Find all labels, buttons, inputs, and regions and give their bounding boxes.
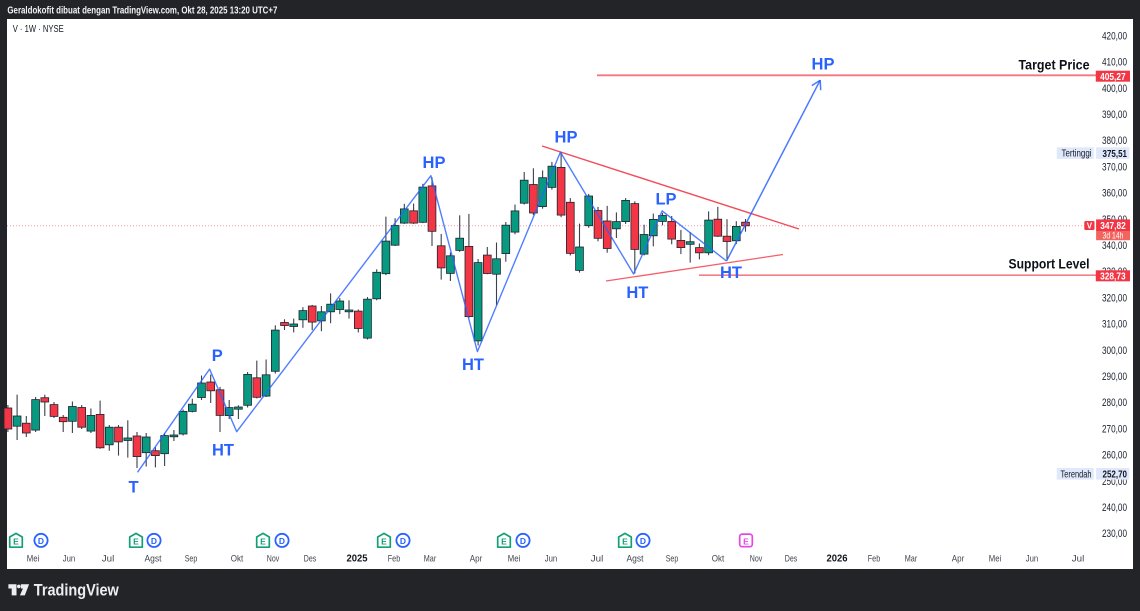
svg-text:E: E	[501, 537, 507, 547]
svg-text:Jul: Jul	[1072, 554, 1085, 565]
svg-text:230,00: 230,00	[1102, 528, 1127, 540]
svg-text:Jun: Jun	[63, 554, 76, 565]
svg-text:328,73: 328,73	[1100, 270, 1126, 282]
svg-text:E: E	[133, 537, 139, 547]
svg-text:390,00: 390,00	[1102, 109, 1127, 121]
svg-text:E: E	[260, 537, 266, 547]
svg-text:290,00: 290,00	[1102, 371, 1127, 383]
svg-text:E: E	[622, 537, 628, 547]
svg-text:HT: HT	[720, 264, 742, 282]
svg-text:Feb: Feb	[388, 554, 401, 565]
svg-text:Nov: Nov	[750, 554, 763, 565]
svg-text:240,00: 240,00	[1102, 502, 1127, 514]
svg-text:Sep: Sep	[185, 554, 198, 565]
svg-text:D: D	[38, 536, 44, 546]
svg-text:Support Level: Support Level	[1009, 257, 1090, 272]
svg-text:370,00: 370,00	[1102, 161, 1127, 173]
svg-text:D: D	[279, 536, 285, 546]
svg-text:360,00: 360,00	[1102, 188, 1127, 200]
svg-text:T: T	[128, 479, 138, 497]
svg-text:E: E	[381, 537, 387, 547]
svg-text:Jul: Jul	[591, 554, 604, 565]
svg-text:Agst: Agst	[627, 554, 644, 565]
svg-text:P: P	[212, 347, 223, 365]
svg-text:Nov: Nov	[267, 554, 280, 565]
svg-text:Target Price: Target Price	[1019, 57, 1090, 72]
svg-text:270,00: 270,00	[1102, 423, 1127, 435]
svg-text:Apr: Apr	[470, 554, 483, 565]
svg-text:Des: Des	[304, 554, 317, 565]
svg-text:E: E	[743, 537, 749, 547]
svg-text:HP: HP	[555, 129, 578, 147]
svg-text:HP: HP	[812, 56, 835, 74]
svg-text:320,00: 320,00	[1102, 292, 1127, 304]
svg-text:410,00: 410,00	[1102, 57, 1127, 69]
svg-text:400,00: 400,00	[1102, 83, 1127, 95]
svg-text:D: D	[640, 536, 646, 546]
svg-text:Okt: Okt	[231, 554, 244, 565]
svg-text:340,00: 340,00	[1102, 240, 1127, 252]
svg-text:2025: 2025	[347, 554, 368, 565]
svg-text:D: D	[400, 536, 406, 546]
svg-text:Mei: Mei	[989, 554, 1002, 565]
svg-text:252,70: 252,70	[1103, 469, 1128, 481]
svg-text:Mar: Mar	[424, 554, 437, 565]
svg-text:Mei: Mei	[27, 554, 40, 565]
svg-text:Tertinggi: Tertinggi	[1062, 149, 1092, 160]
svg-text:3d 14h: 3d 14h	[1103, 230, 1124, 240]
svg-text:Des: Des	[785, 554, 798, 565]
svg-text:HT: HT	[212, 442, 234, 460]
svg-text:V · 1W · NYSE: V · 1W · NYSE	[13, 24, 64, 35]
svg-text:260,00: 260,00	[1102, 450, 1127, 462]
svg-text:Jun: Jun	[545, 554, 558, 565]
svg-text:Mei: Mei	[508, 554, 521, 565]
svg-text:Mar: Mar	[905, 554, 918, 565]
svg-text:2026: 2026	[827, 554, 848, 565]
svg-text:Agst: Agst	[145, 554, 162, 565]
svg-text:347,82: 347,82	[1100, 220, 1126, 232]
svg-text:HT: HT	[626, 284, 648, 302]
svg-text:V: V	[1087, 221, 1093, 230]
svg-text:Geraldokofit dibuat dengan Tra: Geraldokofit dibuat dengan TradingView.c…	[7, 5, 277, 16]
svg-text:D: D	[151, 536, 157, 546]
svg-text:Sep: Sep	[666, 554, 679, 565]
svg-text:Okt: Okt	[712, 554, 725, 565]
svg-text:Jun: Jun	[1026, 554, 1039, 565]
svg-text:405,27: 405,27	[1100, 71, 1126, 83]
svg-text:LP: LP	[655, 191, 676, 209]
svg-text:Apr: Apr	[952, 554, 965, 565]
svg-text:375,51: 375,51	[1103, 148, 1128, 160]
svg-text:Jul: Jul	[102, 554, 115, 565]
svg-text:HP: HP	[423, 154, 446, 172]
svg-text:280,00: 280,00	[1102, 397, 1127, 409]
svg-text:Feb: Feb	[868, 554, 881, 565]
svg-text:HT: HT	[462, 356, 484, 374]
svg-text:TradingView: TradingView	[34, 581, 119, 599]
svg-text:D: D	[520, 536, 526, 546]
svg-text:300,00: 300,00	[1102, 345, 1127, 357]
svg-text:E: E	[13, 537, 19, 547]
svg-text:Terendah: Terendah	[1061, 469, 1092, 480]
svg-text:310,00: 310,00	[1102, 319, 1127, 331]
svg-text:420,00: 420,00	[1102, 30, 1127, 42]
svg-text:380,00: 380,00	[1102, 135, 1127, 147]
